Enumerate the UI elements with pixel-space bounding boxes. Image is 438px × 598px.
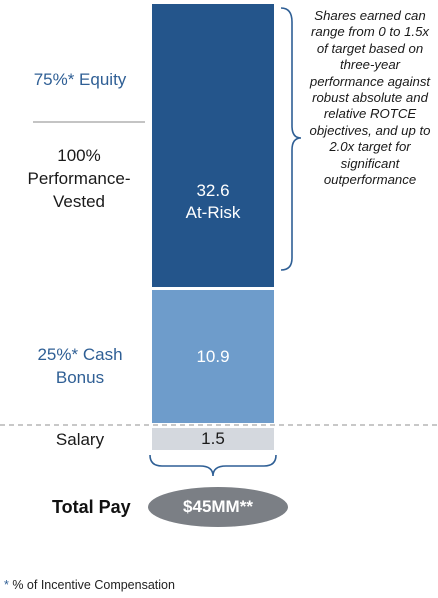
footnote-star: * xyxy=(4,578,9,592)
cash-bonus-line-1: 25%* Cash xyxy=(37,345,123,364)
bar-segment-equity xyxy=(152,4,274,287)
cash-bonus-line-2: Bonus xyxy=(55,368,105,387)
equity-value-label: 32.6 At-Risk xyxy=(152,180,274,224)
performance-vested-label: 100% Performance- Vested xyxy=(8,144,150,213)
salary-label: Salary xyxy=(55,430,105,449)
equity-label: 75%* Equity xyxy=(33,70,127,89)
performance-line-1: 100% xyxy=(57,146,101,165)
right-brace xyxy=(280,7,302,271)
cash-bonus-label: 25%* Cash Bonus xyxy=(10,343,150,389)
footnote: * % of Incentive Compensation xyxy=(4,578,175,592)
equity-value-line-2: At-Risk xyxy=(185,203,241,222)
total-pay-label: Total Pay xyxy=(52,497,131,517)
equity-value-line-1: 32.6 xyxy=(196,181,230,200)
equity-note: Shares earned can range from 0 to 1.5x o… xyxy=(309,8,431,188)
bar-segment-cash-bonus xyxy=(152,290,274,423)
cash-bonus-value-label: 10.9 xyxy=(196,347,230,366)
total-pay-ellipse xyxy=(148,487,288,527)
bottom-brace xyxy=(149,454,277,477)
total-pay-value: $45MM** xyxy=(183,497,253,516)
footnote-text: % of Incentive Compensation xyxy=(8,578,175,592)
salary-value-label: 1.5 xyxy=(201,429,225,448)
performance-line-3: Vested xyxy=(53,192,105,211)
bar-segment-salary xyxy=(152,428,274,450)
performance-line-2: Performance- xyxy=(27,169,131,188)
